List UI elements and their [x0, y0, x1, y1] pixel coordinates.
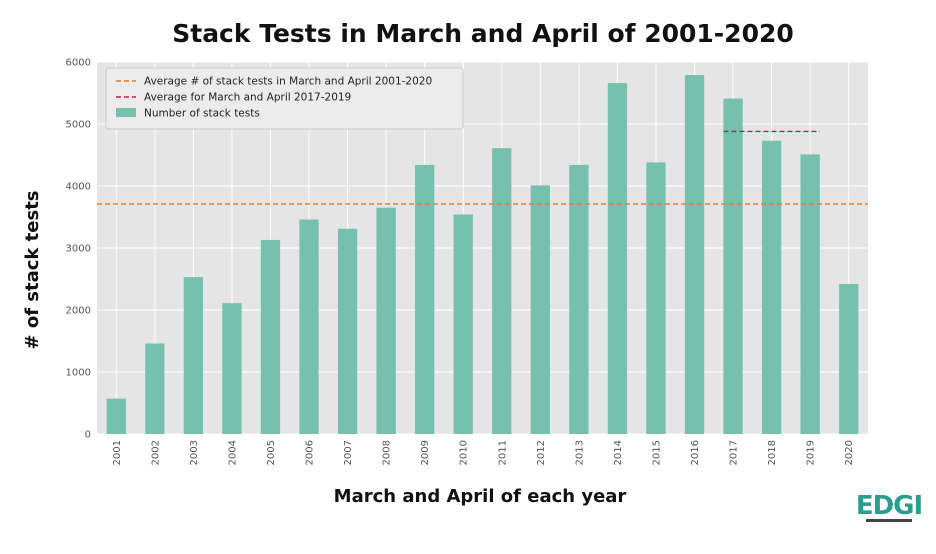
- legend-label: Number of stack tests: [144, 108, 260, 120]
- y-axis-title: # of stack tests: [22, 190, 43, 349]
- x-tick-label: 2016: [690, 440, 701, 465]
- bar-2020: [839, 283, 859, 434]
- x-tick-label: 2006: [305, 440, 316, 465]
- x-tick-label: 2017: [729, 440, 740, 465]
- bar-2006: [299, 219, 319, 434]
- legend: Average # of stack tests in March and Ap…: [105, 67, 464, 130]
- x-tick-label: 2008: [382, 440, 393, 465]
- y-tick-label: 4000: [66, 182, 91, 193]
- y-tick-label: 5000: [66, 120, 91, 131]
- x-tick-label: 2012: [536, 440, 547, 465]
- reference-lines: [97, 130, 868, 205]
- bar-2016: [684, 75, 705, 435]
- bar-2003: [183, 277, 204, 434]
- bar-2013: [569, 164, 589, 435]
- x-tick-label: 2009: [420, 440, 431, 465]
- bar-2009: [415, 164, 435, 435]
- y-tick-label: 3000: [66, 244, 91, 255]
- legend-label: Average for March and April 2017-2019: [144, 92, 351, 104]
- bar-2008: [376, 207, 396, 434]
- x-axis-ticks: 2001 2002 2003 2004 2005 2006 2007 2008 2009 2010…: [112, 440, 855, 465]
- bar-2010: [453, 214, 473, 434]
- x-tick-label: 2001: [112, 440, 123, 465]
- y-axis-ticks: 0 1000 2000 3000 4000 5000 6000: [66, 58, 91, 441]
- bars: [106, 75, 859, 435]
- x-tick-label: 2002: [150, 440, 161, 465]
- y-tick-label: 2000: [66, 306, 91, 317]
- x-tick-label: 2015: [651, 440, 662, 465]
- edgi-logo: EDGI: [856, 491, 923, 522]
- bar-2018: [761, 140, 782, 435]
- chart-title: Stack Tests in March and April of 2001-2…: [172, 19, 794, 48]
- x-axis-title: March and April of each year: [334, 486, 627, 507]
- x-tick-label: 2014: [613, 440, 624, 465]
- bar-2012: [530, 185, 550, 434]
- x-tick-label: 2003: [189, 440, 200, 465]
- y-tick-label: 0: [85, 430, 91, 441]
- logo-text: EDGI: [856, 491, 922, 521]
- bar-2014: [607, 83, 628, 434]
- x-tick-label: 2010: [459, 440, 470, 465]
- y-tick-label: 6000: [66, 58, 91, 69]
- legend-swatch: [116, 108, 136, 117]
- x-tick-label: 2007: [343, 440, 354, 465]
- x-tick-label: 2013: [574, 440, 585, 465]
- bar-2015: [646, 162, 666, 434]
- bar-2002: [145, 343, 165, 434]
- x-tick-label: 2018: [767, 440, 778, 465]
- bar-2011: [492, 148, 512, 434]
- x-tick-label: 2020: [844, 440, 855, 465]
- bar-2017: [723, 98, 743, 434]
- x-tick-label: 2019: [806, 440, 817, 465]
- bar-2019: [800, 154, 820, 434]
- bar-2007: [337, 228, 358, 434]
- x-tick-label: 2005: [266, 440, 277, 465]
- x-tick-label: 2004: [227, 440, 238, 465]
- legend-box: [105, 67, 464, 130]
- x-tick-label: 2011: [497, 440, 508, 465]
- bar-2001: [106, 398, 126, 434]
- bar-2004: [222, 303, 242, 434]
- legend-label: Average # of stack tests in March and Ap…: [144, 76, 432, 88]
- bar-2005: [260, 239, 281, 434]
- y-tick-label: 1000: [66, 368, 91, 379]
